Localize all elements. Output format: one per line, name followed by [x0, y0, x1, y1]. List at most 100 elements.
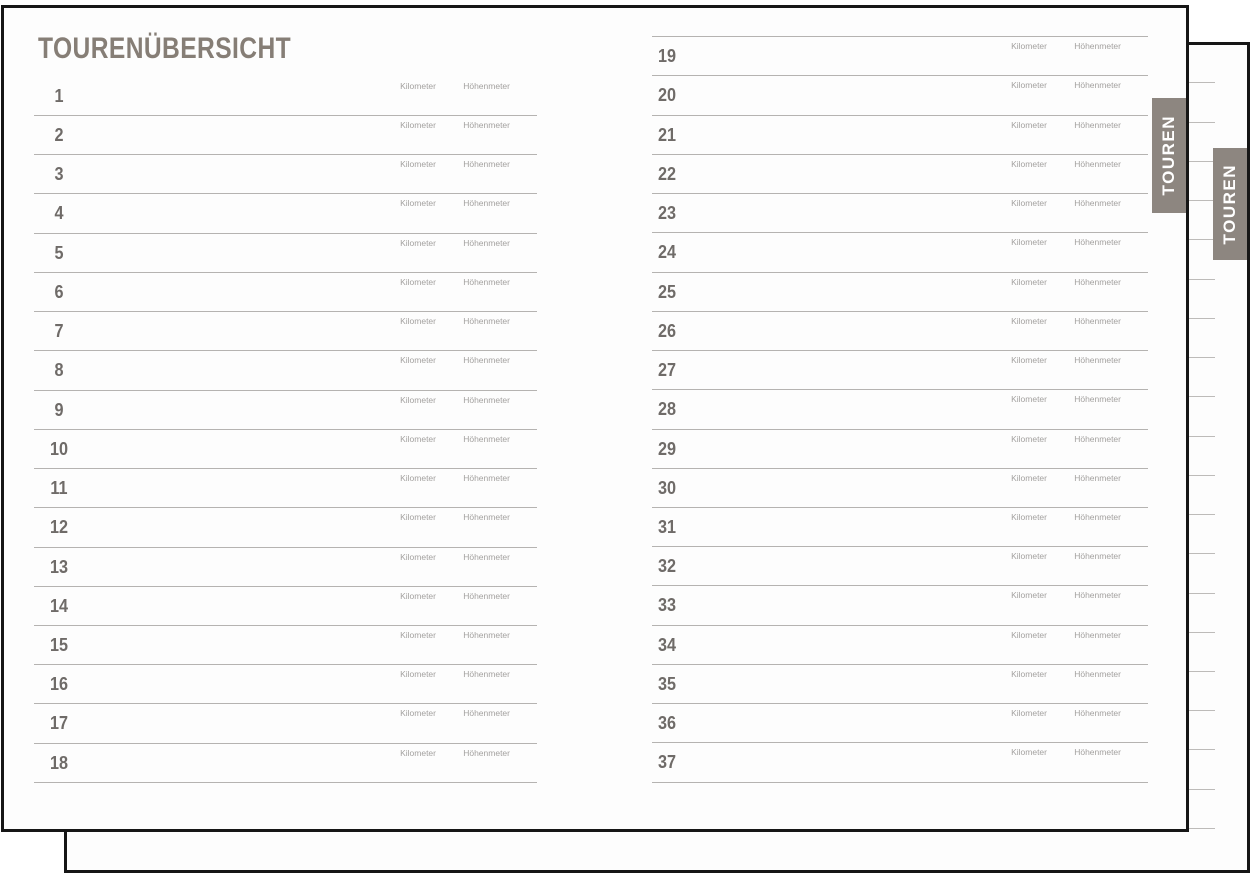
tour-row: 35 Kilometer Höhenmeter: [652, 665, 1148, 705]
hoehenmeter-label: Höhenmeter: [463, 708, 510, 719]
tour-row: 19 Kilometer Höhenmeter: [652, 37, 1148, 77]
tour-row: 5 Kilometer Höhenmeter: [34, 234, 537, 273]
tour-number: 1: [54, 85, 64, 106]
page-title: TOURENÜBERSICHT: [38, 32, 292, 65]
tour-number: 7: [54, 321, 64, 342]
hoehenmeter-label: Höhenmeter: [1074, 80, 1121, 91]
tour-number: 2: [54, 124, 64, 145]
kilometer-label: Kilometer: [400, 512, 436, 523]
kilometer-label: Kilometer: [400, 80, 436, 91]
tour-number: 17: [49, 713, 69, 734]
touren-tab-back-label: TOUREN: [1220, 163, 1239, 245]
hoehenmeter-label: Höhenmeter: [463, 590, 510, 601]
tour-number: 21: [657, 124, 677, 145]
kilometer-label: Kilometer: [400, 747, 436, 758]
tour-number: 6: [54, 281, 64, 302]
tour-row: 14 Kilometer Höhenmeter: [34, 587, 537, 626]
kilometer-label: Kilometer: [1011, 198, 1047, 209]
tour-row: 36 Kilometer Höhenmeter: [652, 704, 1148, 744]
kilometer-label: Kilometer: [1011, 551, 1047, 562]
hoehenmeter-label: Höhenmeter: [1074, 119, 1121, 130]
hoehenmeter-label: Höhenmeter: [1074, 590, 1121, 601]
tour-row: 20 Kilometer Höhenmeter: [652, 76, 1148, 116]
tour-row: 7 Kilometer Höhenmeter: [34, 312, 537, 352]
tour-number: 9: [54, 399, 64, 420]
tour-number: 32: [657, 556, 677, 577]
tour-row: 18 Kilometer Höhenmeter: [34, 744, 537, 783]
tour-number: 8: [54, 360, 64, 381]
kilometer-label: Kilometer: [400, 473, 436, 484]
hoehenmeter-label: Höhenmeter: [1074, 512, 1121, 522]
hoehenmeter-label: Höhenmeter: [1074, 747, 1121, 758]
tour-number: 15: [49, 634, 69, 655]
kilometer-label: Kilometer: [1011, 237, 1047, 248]
tour-number: 13: [49, 556, 69, 577]
tour-row: 2 Kilometer Höhenmeter: [34, 116, 537, 156]
kilometer-label: Kilometer: [1011, 315, 1047, 326]
tour-row: 13 Kilometer Höhenmeter: [34, 548, 537, 587]
tour-row: 17 Kilometer Höhenmeter: [34, 704, 537, 744]
tour-number: 11: [50, 478, 68, 499]
tour-row: 27 Kilometer Höhenmeter: [652, 351, 1148, 391]
kilometer-label: Kilometer: [1011, 433, 1047, 444]
touren-tab-back: TOUREN: [1213, 148, 1247, 260]
kilometer-label: Kilometer: [400, 629, 436, 640]
hoehenmeter-label: Höhenmeter: [1074, 394, 1121, 405]
kilometer-label: Kilometer: [400, 276, 436, 287]
hoehenmeter-label: Höhenmeter: [1074, 276, 1121, 287]
tour-number: 12: [49, 517, 69, 538]
tour-number: 26: [657, 320, 677, 341]
hoehenmeter-label: Höhenmeter: [1074, 551, 1121, 562]
kilometer-label: Kilometer: [1011, 276, 1047, 287]
hoehenmeter-label: Höhenmeter: [1074, 708, 1121, 719]
hoehenmeter-label: Höhenmeter: [1074, 355, 1121, 366]
tour-number: 18: [49, 752, 69, 773]
kilometer-label: Kilometer: [400, 669, 436, 680]
tour-number: 16: [49, 674, 69, 695]
kilometer-label: Kilometer: [1011, 472, 1047, 483]
tour-row: 21 Kilometer Höhenmeter: [652, 116, 1148, 155]
kilometer-label: Kilometer: [1011, 629, 1047, 640]
tour-number: 14: [49, 595, 69, 616]
kilometer-label: Kilometer: [400, 119, 436, 130]
tour-row: 32 Kilometer Höhenmeter: [652, 547, 1148, 587]
kilometer-label: Kilometer: [1011, 708, 1047, 719]
hoehenmeter-label: Höhenmeter: [1074, 41, 1121, 52]
kilometer-label: Kilometer: [400, 159, 436, 170]
tour-number: 22: [657, 163, 677, 184]
tour-number: 35: [657, 673, 677, 694]
tour-number: 36: [657, 713, 677, 734]
tour-row: 28 Kilometer Höhenmeter: [652, 390, 1148, 430]
hoehenmeter-label: Höhenmeter: [1074, 198, 1121, 209]
hoehenmeter-label: Höhenmeter: [463, 276, 510, 287]
tour-number: 28: [657, 399, 677, 420]
tour-number: 37: [657, 752, 677, 773]
hoehenmeter-label: Höhenmeter: [463, 237, 510, 248]
touren-tab: TOUREN: [1152, 98, 1186, 213]
tour-row: 33 Kilometer Höhenmeter: [652, 586, 1148, 626]
hoehenmeter-label: Höhenmeter: [463, 433, 510, 444]
tour-row: 3 Kilometer Höhenmeter: [34, 155, 537, 195]
tour-number: 27: [657, 360, 677, 381]
tour-number: 4: [54, 203, 64, 224]
tour-row: 24 Kilometer Höhenmeter: [652, 233, 1148, 273]
hoehenmeter-label: Höhenmeter: [1074, 237, 1121, 248]
tour-row: 15 Kilometer Höhenmeter: [34, 626, 537, 666]
tour-number: 34: [657, 634, 677, 655]
tour-number: 10: [49, 438, 69, 459]
hoehenmeter-label: Höhenmeter: [463, 473, 510, 484]
tour-row: 1 Kilometer Höhenmeter: [34, 77, 537, 116]
tour-row: 16 Kilometer Höhenmeter: [34, 665, 537, 705]
hoehenmeter-label: Höhenmeter: [1074, 472, 1121, 483]
hoehenmeter-label: Höhenmeter: [1074, 668, 1121, 679]
tour-number: 20: [657, 85, 677, 106]
tour-number: 3: [54, 164, 64, 185]
tour-row: 29 Kilometer Höhenmeter: [652, 430, 1148, 469]
tour-number: 25: [657, 281, 677, 302]
kilometer-label: Kilometer: [1011, 355, 1047, 366]
tour-row: 6 Kilometer Höhenmeter: [34, 273, 537, 313]
hoehenmeter-label: Höhenmeter: [463, 159, 510, 170]
tour-row: 4 Kilometer Höhenmeter: [34, 194, 537, 234]
tour-row: 30 Kilometer Höhenmeter: [652, 469, 1148, 508]
hoehenmeter-label: Höhenmeter: [463, 119, 510, 130]
